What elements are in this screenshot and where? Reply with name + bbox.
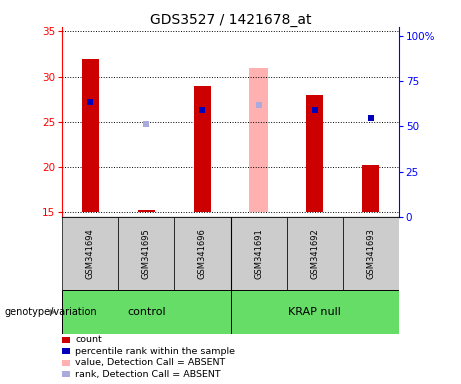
Text: percentile rank within the sample: percentile rank within the sample (75, 347, 235, 356)
Bar (62, 371, 70, 377)
Text: rank, Detection Call = ABSENT: rank, Detection Call = ABSENT (75, 370, 221, 379)
Bar (306, 95, 323, 212)
Bar (62, 217, 118, 290)
Text: genotype/variation: genotype/variation (5, 307, 97, 317)
Bar (118, 217, 174, 290)
Text: KRAP null: KRAP null (288, 307, 341, 317)
Text: GSM341695: GSM341695 (142, 228, 151, 279)
Bar (362, 166, 379, 212)
Bar (230, 290, 399, 334)
Bar (230, 217, 287, 290)
Bar (249, 68, 268, 212)
Bar (62, 290, 230, 334)
Bar (174, 217, 230, 290)
Text: GSM341692: GSM341692 (310, 228, 319, 279)
Text: value, Detection Call = ABSENT: value, Detection Call = ABSENT (75, 358, 225, 367)
Bar (82, 59, 99, 212)
Bar (62, 337, 70, 343)
Text: GSM341691: GSM341691 (254, 228, 263, 279)
Text: count: count (75, 335, 102, 344)
Text: GSM341694: GSM341694 (86, 228, 95, 279)
Bar (62, 360, 70, 366)
Bar (194, 86, 211, 212)
Bar (62, 348, 70, 354)
Text: control: control (127, 307, 165, 317)
Bar (343, 217, 399, 290)
Text: GSM341696: GSM341696 (198, 228, 207, 279)
Text: GSM341693: GSM341693 (366, 228, 375, 279)
Bar (287, 217, 343, 290)
Bar (138, 210, 155, 212)
Text: GDS3527 / 1421678_at: GDS3527 / 1421678_at (150, 13, 311, 27)
